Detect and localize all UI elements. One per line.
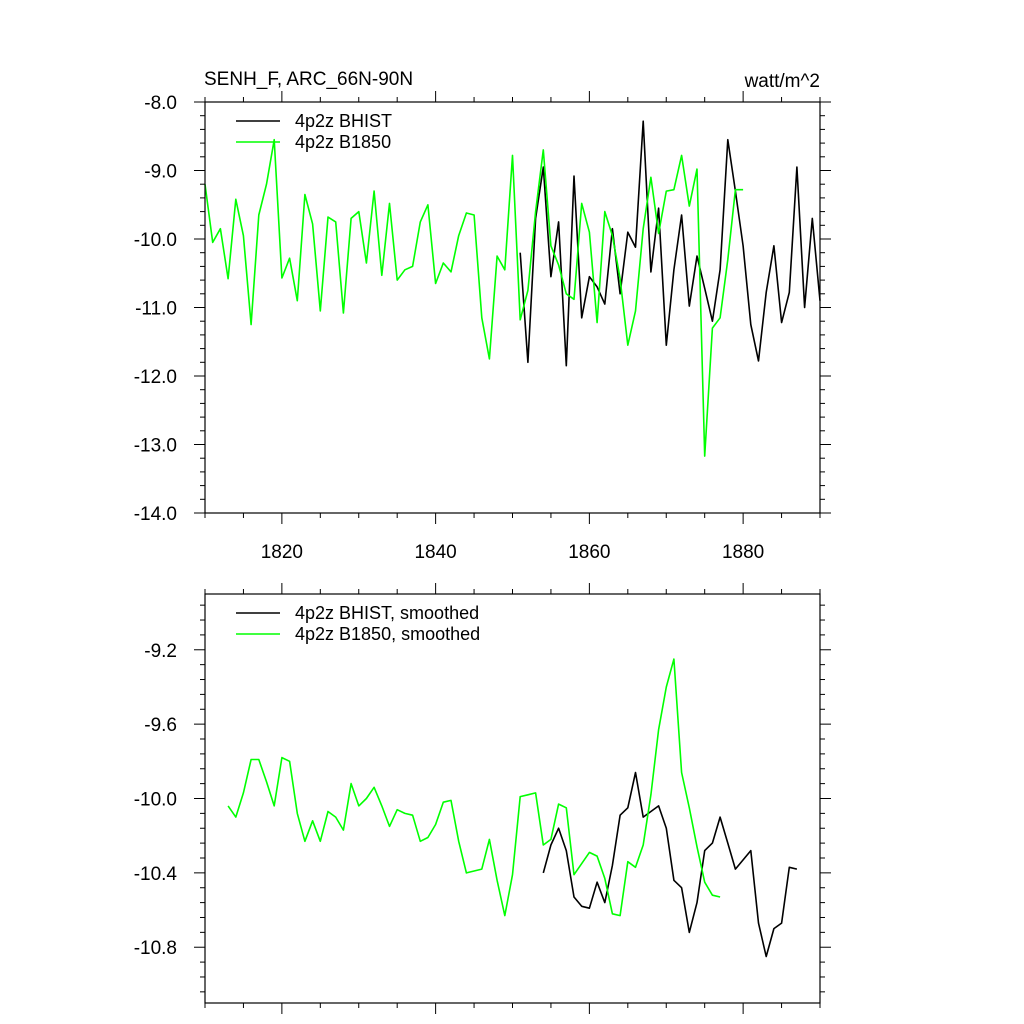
series-line — [519, 120, 821, 367]
x-tick-labels: 1820 1840 1860 1880 — [261, 542, 765, 563]
tick-marks — [194, 91, 831, 524]
legend-label: 4p2z B1850, smoothed — [295, 624, 480, 644]
y-tick-label: -10.8 — [134, 938, 177, 959]
y-tick-label: -8.0 — [144, 93, 177, 114]
y-tick-label: -10.0 — [134, 790, 177, 811]
series-line — [542, 771, 798, 958]
tick-marks — [194, 583, 831, 1014]
y-tick-label: -9.0 — [144, 162, 177, 183]
y-tick-label: -10.0 — [134, 230, 177, 251]
x-tick-label: 1840 — [414, 542, 456, 563]
y-tick-labels: -9.2 -9.6 -10.0 -10.4 -10.8 — [134, 641, 178, 959]
series-line — [204, 138, 744, 457]
chart-title: SENH_F, ARC_66N-90N — [204, 69, 413, 90]
series-lines — [227, 658, 798, 958]
legend-label: 4p2z BHIST — [295, 111, 392, 131]
y-tick-labels: -8.0 -9.0 -10.0 -11.0 -12.0 -13.0 -14.0 — [134, 93, 177, 525]
y-tick-label: -9.2 — [144, 641, 177, 662]
series-lines — [204, 120, 821, 457]
y-tick-label: -13.0 — [134, 436, 177, 457]
plot-frame — [204, 101, 821, 514]
y-tick-label: -10.4 — [134, 864, 178, 885]
y-tick-label: -11.0 — [135, 299, 177, 320]
top-panel: SENH_F, ARC_66N-90N watt/m^2 -8.0 -9.0 -10… — [134, 69, 831, 563]
y-tick-label: -14.0 — [134, 504, 177, 525]
bottom-panel: -9.2 -9.6 -10.0 -10.4 -10.8 4p2z BHIST, smoo… — [134, 583, 831, 1014]
x-tick-label: 1880 — [722, 542, 764, 563]
legend-label: 4p2z BHIST, smoothed — [295, 603, 479, 623]
x-tick-label: 1860 — [568, 542, 610, 563]
y-tick-label: -9.6 — [144, 715, 177, 736]
x-tick-label: 1820 — [261, 542, 303, 563]
series-line — [227, 658, 721, 917]
y-tick-label: -12.0 — [134, 367, 177, 388]
plot-frame — [204, 593, 821, 1004]
legend-label: 4p2z B1850 — [295, 132, 391, 152]
units-label: watt/m^2 — [744, 71, 820, 92]
